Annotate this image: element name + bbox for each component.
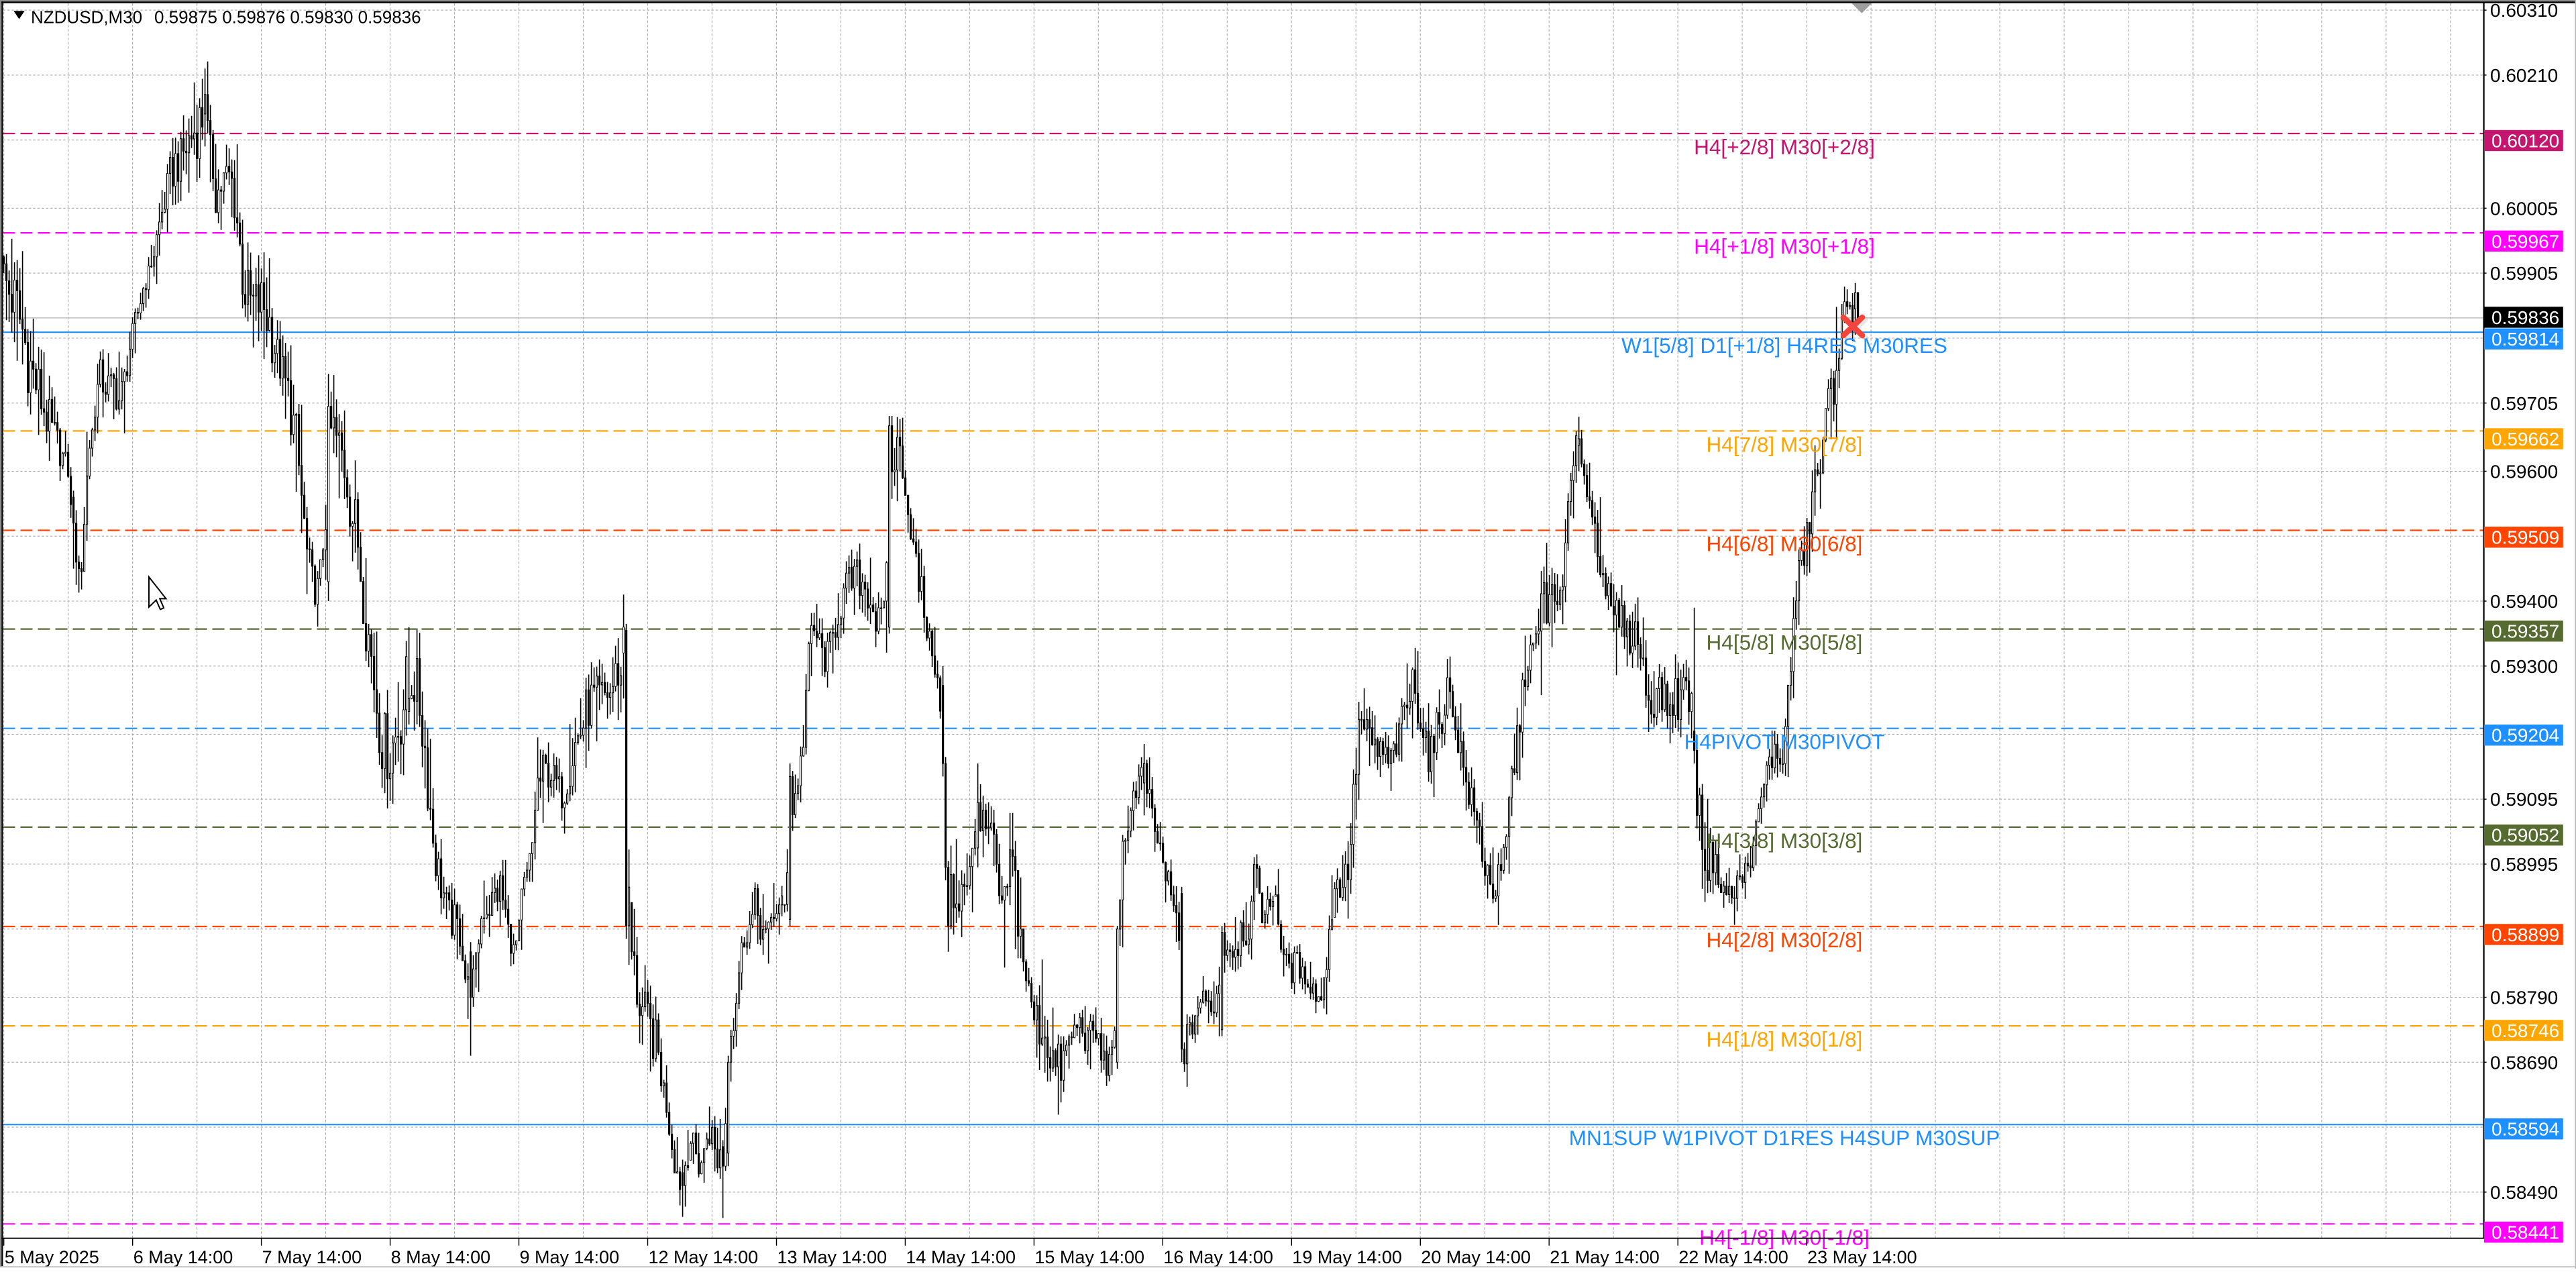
svg-text:MN1SUP W1PIVOT D1RES H4SUP M30: MN1SUP W1PIVOT D1RES H4SUP M30SUP: [1569, 1126, 2000, 1150]
svg-text:0.59300: 0.59300: [2490, 656, 2558, 677]
svg-text:0.60310: 0.60310: [2490, 0, 2558, 21]
svg-text:H4[6/8] M30[6/8]: H4[6/8] M30[6/8]: [1707, 532, 1863, 556]
svg-text:0.58899: 0.58899: [2491, 924, 2559, 945]
svg-text:0.59095: 0.59095: [2490, 789, 2558, 810]
svg-text:0.59814: 0.59814: [2491, 329, 2559, 350]
svg-text:16 May 14:00: 16 May 14:00: [1163, 1247, 1273, 1267]
svg-text:H4[-1/8] M30[-1/8]: H4[-1/8] M30[-1/8]: [1699, 1225, 1870, 1249]
svg-text:H4[+1/8] M30[+1/8]: H4[+1/8] M30[+1/8]: [1694, 234, 1875, 258]
svg-text:19 May 14:00: 19 May 14:00: [1292, 1247, 1402, 1267]
svg-text:H4[5/8] M30[5/8]: H4[5/8] M30[5/8]: [1707, 631, 1863, 655]
svg-text:H4PIVOT M30PIVOT: H4PIVOT M30PIVOT: [1684, 730, 1885, 754]
svg-text:15 May 14:00: 15 May 14:00: [1034, 1247, 1144, 1267]
svg-text:0.59905: 0.59905: [2490, 263, 2558, 284]
svg-text:H4[+2/8] M30[+2/8]: H4[+2/8] M30[+2/8]: [1694, 135, 1875, 159]
svg-text:0.60005: 0.60005: [2490, 198, 2558, 219]
svg-text:0.59509: 0.59509: [2491, 527, 2559, 548]
svg-text:21 May 14:00: 21 May 14:00: [1550, 1247, 1660, 1267]
svg-text:0.60120: 0.60120: [2491, 131, 2559, 152]
svg-text:H4[1/8] M30[1/8]: H4[1/8] M30[1/8]: [1707, 1027, 1863, 1051]
svg-text:22 May 14:00: 22 May 14:00: [1678, 1247, 1788, 1267]
svg-text:0.58594: 0.58594: [2491, 1119, 2559, 1140]
svg-text:0.59400: 0.59400: [2490, 591, 2558, 612]
svg-text:0.59875 0.59876 0.59830 0.5983: 0.59875 0.59876 0.59830 0.59836: [154, 7, 421, 28]
svg-text:0.59705: 0.59705: [2490, 393, 2558, 414]
svg-text:23 May 14:00: 23 May 14:00: [1807, 1247, 1917, 1267]
svg-text:0.59836: 0.59836: [2491, 307, 2559, 328]
svg-text:0.59052: 0.59052: [2491, 825, 2559, 846]
svg-text:0.59600: 0.59600: [2490, 461, 2558, 482]
svg-text:H4[3/8] M30[3/8]: H4[3/8] M30[3/8]: [1707, 829, 1863, 853]
svg-text:6 May 14:00: 6 May 14:00: [133, 1247, 233, 1267]
svg-text:7 May 14:00: 7 May 14:00: [262, 1247, 362, 1267]
svg-text:0.58995: 0.58995: [2490, 854, 2558, 875]
svg-text:0.58490: 0.58490: [2490, 1182, 2558, 1203]
svg-text:0.59204: 0.59204: [2491, 725, 2559, 746]
svg-text:9 May 14:00: 9 May 14:00: [520, 1247, 620, 1267]
svg-text:14 May 14:00: 14 May 14:00: [906, 1247, 1016, 1267]
svg-text:20 May 14:00: 20 May 14:00: [1421, 1247, 1531, 1267]
svg-text:NZDUSD,M30: NZDUSD,M30: [31, 7, 142, 28]
svg-text:0.60210: 0.60210: [2490, 65, 2558, 86]
svg-text:12 May 14:00: 12 May 14:00: [649, 1247, 759, 1267]
svg-text:0.59357: 0.59357: [2491, 621, 2559, 642]
svg-text:0.59967: 0.59967: [2491, 231, 2559, 252]
svg-text:0.58690: 0.58690: [2490, 1052, 2558, 1073]
svg-text:0.58746: 0.58746: [2491, 1020, 2559, 1041]
svg-text:W1[5/8] D1[+1/8] H4RES M30RES: W1[5/8] D1[+1/8] H4RES M30RES: [1621, 333, 1947, 358]
svg-text:8 May 14:00: 8 May 14:00: [391, 1247, 491, 1267]
svg-text:0.58441: 0.58441: [2491, 1222, 2559, 1243]
svg-text:0.58790: 0.58790: [2490, 988, 2558, 1008]
svg-text:H4[2/8] M30[2/8]: H4[2/8] M30[2/8]: [1707, 928, 1863, 952]
svg-text:13 May 14:00: 13 May 14:00: [777, 1247, 888, 1267]
svg-text:0.59662: 0.59662: [2491, 429, 2559, 449]
svg-text:H4[7/8] M30[7/8]: H4[7/8] M30[7/8]: [1707, 432, 1863, 456]
svg-text:5 May 2025: 5 May 2025: [5, 1247, 99, 1267]
